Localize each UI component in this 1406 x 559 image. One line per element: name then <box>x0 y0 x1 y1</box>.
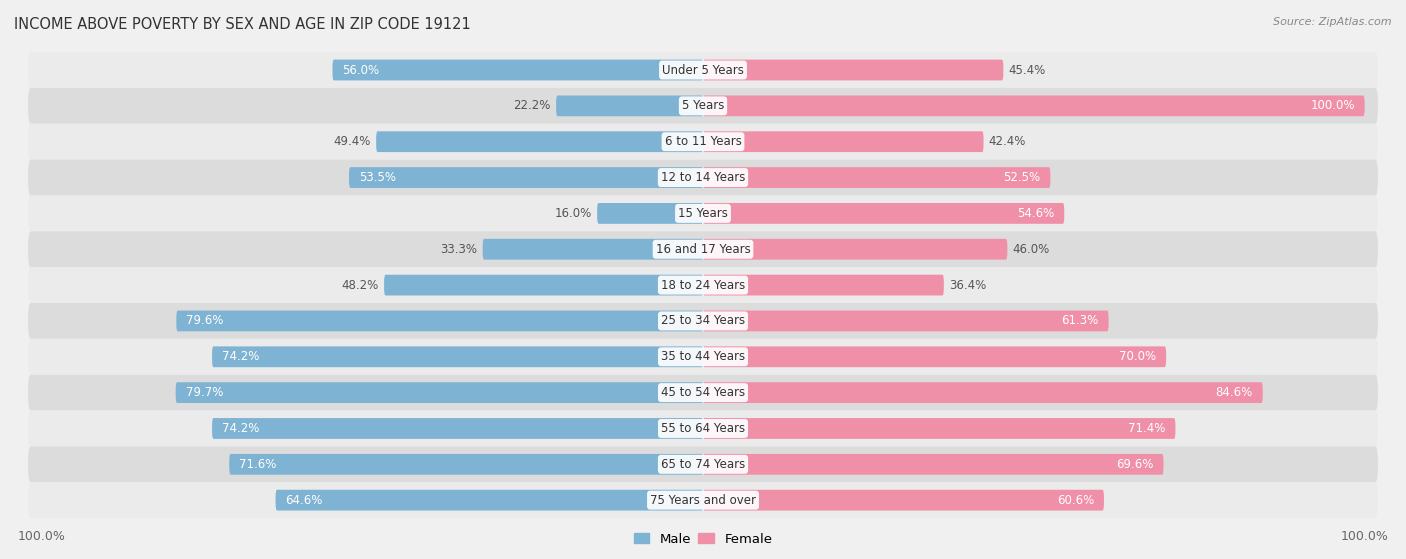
Text: 45 to 54 Years: 45 to 54 Years <box>661 386 745 399</box>
FancyBboxPatch shape <box>212 347 703 367</box>
FancyBboxPatch shape <box>703 382 1263 403</box>
FancyBboxPatch shape <box>703 203 1064 224</box>
FancyBboxPatch shape <box>703 60 1004 80</box>
FancyBboxPatch shape <box>703 274 943 296</box>
Text: 6 to 11 Years: 6 to 11 Years <box>665 135 741 148</box>
Text: 74.2%: 74.2% <box>222 350 259 363</box>
FancyBboxPatch shape <box>703 454 1164 475</box>
FancyBboxPatch shape <box>28 88 1378 124</box>
Text: 71.6%: 71.6% <box>239 458 277 471</box>
FancyBboxPatch shape <box>557 96 703 116</box>
Text: 5 Years: 5 Years <box>682 100 724 112</box>
FancyBboxPatch shape <box>349 167 703 188</box>
FancyBboxPatch shape <box>28 196 1378 231</box>
Text: 65 to 74 Years: 65 to 74 Years <box>661 458 745 471</box>
Text: 69.6%: 69.6% <box>1116 458 1153 471</box>
Text: INCOME ABOVE POVERTY BY SEX AND AGE IN ZIP CODE 19121: INCOME ABOVE POVERTY BY SEX AND AGE IN Z… <box>14 17 471 32</box>
Text: 48.2%: 48.2% <box>342 278 378 292</box>
Text: 74.2%: 74.2% <box>222 422 259 435</box>
FancyBboxPatch shape <box>703 347 1166 367</box>
Text: 54.6%: 54.6% <box>1017 207 1054 220</box>
Text: 61.3%: 61.3% <box>1062 314 1098 328</box>
Text: 35 to 44 Years: 35 to 44 Years <box>661 350 745 363</box>
FancyBboxPatch shape <box>332 60 703 80</box>
Text: 33.3%: 33.3% <box>440 243 478 256</box>
Text: Source: ZipAtlas.com: Source: ZipAtlas.com <box>1274 17 1392 27</box>
FancyBboxPatch shape <box>28 124 1378 160</box>
Text: 42.4%: 42.4% <box>988 135 1026 148</box>
Text: 64.6%: 64.6% <box>285 494 323 506</box>
FancyBboxPatch shape <box>598 203 703 224</box>
FancyBboxPatch shape <box>377 131 703 152</box>
FancyBboxPatch shape <box>28 303 1378 339</box>
Text: 79.7%: 79.7% <box>186 386 224 399</box>
FancyBboxPatch shape <box>28 339 1378 375</box>
Text: 36.4%: 36.4% <box>949 278 987 292</box>
Text: 75 Years and over: 75 Years and over <box>650 494 756 506</box>
FancyBboxPatch shape <box>212 418 703 439</box>
Text: 16.0%: 16.0% <box>554 207 592 220</box>
Text: 79.6%: 79.6% <box>186 314 224 328</box>
FancyBboxPatch shape <box>28 160 1378 196</box>
Legend: Male, Female: Male, Female <box>628 527 778 551</box>
FancyBboxPatch shape <box>28 52 1378 88</box>
FancyBboxPatch shape <box>176 311 703 331</box>
FancyBboxPatch shape <box>703 167 1050 188</box>
Text: 49.4%: 49.4% <box>333 135 371 148</box>
FancyBboxPatch shape <box>703 311 1108 331</box>
FancyBboxPatch shape <box>482 239 703 259</box>
Text: 70.0%: 70.0% <box>1119 350 1156 363</box>
Text: 46.0%: 46.0% <box>1012 243 1050 256</box>
Text: 71.4%: 71.4% <box>1128 422 1166 435</box>
FancyBboxPatch shape <box>28 231 1378 267</box>
FancyBboxPatch shape <box>703 239 1007 259</box>
Text: 12 to 14 Years: 12 to 14 Years <box>661 171 745 184</box>
FancyBboxPatch shape <box>28 482 1378 518</box>
Text: 15 Years: 15 Years <box>678 207 728 220</box>
Text: 22.2%: 22.2% <box>513 100 551 112</box>
Text: 84.6%: 84.6% <box>1216 386 1253 399</box>
FancyBboxPatch shape <box>276 490 703 510</box>
FancyBboxPatch shape <box>703 131 984 152</box>
FancyBboxPatch shape <box>703 418 1175 439</box>
Text: Under 5 Years: Under 5 Years <box>662 64 744 77</box>
Text: 53.5%: 53.5% <box>359 171 396 184</box>
Text: 56.0%: 56.0% <box>343 64 380 77</box>
FancyBboxPatch shape <box>384 274 703 296</box>
Text: 45.4%: 45.4% <box>1008 64 1046 77</box>
Text: 52.5%: 52.5% <box>1004 171 1040 184</box>
FancyBboxPatch shape <box>28 267 1378 303</box>
FancyBboxPatch shape <box>703 490 1104 510</box>
Text: 100.0%: 100.0% <box>1310 100 1355 112</box>
Text: 18 to 24 Years: 18 to 24 Years <box>661 278 745 292</box>
FancyBboxPatch shape <box>28 447 1378 482</box>
Text: 55 to 64 Years: 55 to 64 Years <box>661 422 745 435</box>
Text: 60.6%: 60.6% <box>1057 494 1094 506</box>
FancyBboxPatch shape <box>28 375 1378 410</box>
FancyBboxPatch shape <box>176 382 703 403</box>
FancyBboxPatch shape <box>703 96 1365 116</box>
Text: 16 and 17 Years: 16 and 17 Years <box>655 243 751 256</box>
FancyBboxPatch shape <box>28 410 1378 447</box>
Text: 25 to 34 Years: 25 to 34 Years <box>661 314 745 328</box>
FancyBboxPatch shape <box>229 454 703 475</box>
